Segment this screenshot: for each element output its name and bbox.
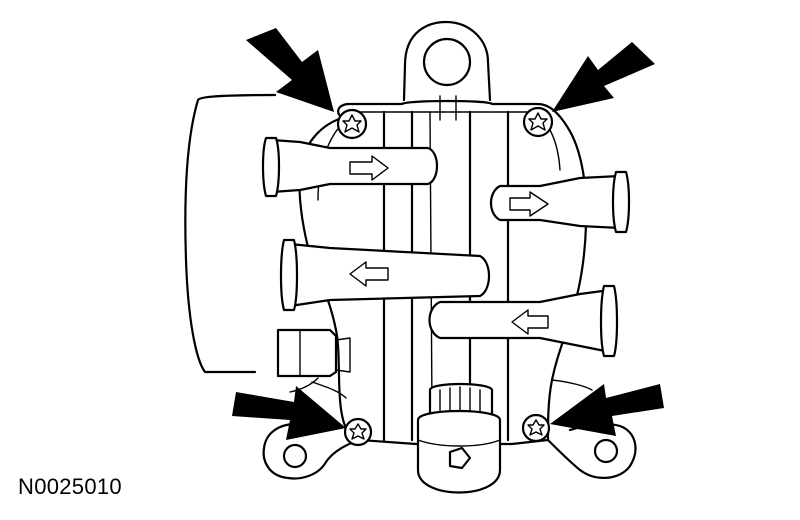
bolt-bottom-left — [343, 417, 373, 447]
callout-arrow-icon-top-right — [552, 42, 655, 112]
bottom-left-mounting-ear — [262, 422, 362, 480]
callout-arrow-icon-bottom-right — [550, 384, 664, 436]
rear-housing — [184, 93, 277, 374]
port-upper-right — [489, 170, 631, 234]
side-rib-right — [551, 379, 593, 391]
bolt-bottom-right — [521, 413, 551, 443]
port-lower-right — [428, 284, 619, 358]
flow-arrow-right-2 — [509, 191, 549, 217]
flow-arrow-left — [349, 261, 389, 287]
flow-arrow-right — [349, 155, 389, 181]
electrical-connector — [276, 328, 351, 393]
bottom-adjuster-knob — [416, 382, 502, 494]
bottom-right-mounting-ear — [546, 422, 637, 479]
bolt-top-right — [522, 106, 554, 138]
callout-arrow-icon-bottom-left — [232, 386, 346, 440]
port-middle-left — [279, 238, 491, 312]
port-upper-left — [261, 136, 439, 198]
side-rib-left — [311, 381, 347, 399]
figure-id-label: N0025010 — [18, 474, 122, 499]
flow-arrow-left-2 — [511, 309, 549, 335]
bolt-top-left — [336, 108, 368, 140]
callout-arrow-icon-top-left — [246, 28, 334, 112]
top-mounting-ear — [402, 20, 492, 121]
